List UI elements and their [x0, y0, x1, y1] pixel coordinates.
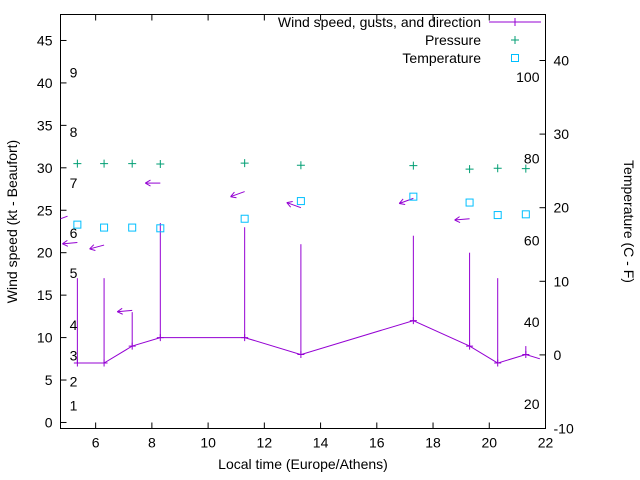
x-tick-label: 10 — [200, 435, 216, 451]
y-axis-title: Wind speed (kt - Beaufort) — [4, 140, 20, 303]
y-tick-label: 10 — [37, 330, 53, 346]
beaufort-label: 2 — [70, 374, 78, 390]
beaufort-label: 3 — [70, 347, 78, 363]
y2-tick-label: 0 — [554, 347, 562, 363]
y-tick-label: 45 — [37, 32, 53, 48]
x-tick-label: 18 — [425, 435, 441, 451]
x-axis-title: Local time (Europe/Athens) — [218, 456, 388, 472]
fahrenheit-label: 100 — [516, 69, 540, 85]
y2-tick-label: 30 — [554, 126, 570, 142]
y2-tick-label: 40 — [554, 53, 570, 69]
x-tick-label: 6 — [92, 435, 100, 451]
wind-speed-line — [73, 317, 541, 367]
x-tick-label: 20 — [481, 435, 497, 451]
series — [60, 159, 541, 367]
beaufort-label: 7 — [70, 175, 78, 191]
y-tick-label: 20 — [37, 245, 53, 261]
x-tick-label: 14 — [313, 435, 329, 451]
y-tick-label: 5 — [45, 372, 53, 388]
beaufort-label: 9 — [70, 65, 78, 81]
legend: Wind speed, gusts, and direction Pressure… — [278, 14, 541, 66]
y-tick-label: 40 — [37, 75, 53, 91]
y-tick-label: 35 — [37, 117, 53, 133]
beaufort-label: 1 — [70, 397, 78, 413]
y2-tick-label: -10 — [554, 421, 574, 437]
beaufort-label: 8 — [70, 124, 78, 140]
y2-tick-label: 10 — [554, 273, 570, 289]
gust-bars — [76, 222, 527, 364]
y-tick-label: 0 — [45, 414, 53, 430]
y-axis: 0 5 10 15 20 25 30 35 40 45 — [37, 32, 67, 430]
x-tick-label: 8 — [148, 435, 156, 451]
y2-axis-title: Temperature (C - F) — [621, 160, 637, 283]
y2-tick-label: 20 — [554, 200, 570, 216]
temperature-points — [73, 192, 530, 233]
x-axis: 6 8 10 12 14 16 18 20 22 — [92, 14, 554, 451]
legend-label: Pressure — [425, 32, 481, 48]
y-tick-label: 15 — [37, 287, 53, 303]
wind-direction-arrows — [60, 179, 470, 315]
beaufort-label: 5 — [70, 265, 78, 281]
x-tick-label: 22 — [538, 435, 554, 451]
legend-label: Temperature — [402, 50, 481, 66]
beaufort-label: 6 — [70, 225, 78, 241]
fahrenheit-label: 80 — [524, 151, 540, 167]
fahrenheit-scale-labels: 20 40 60 80 100 — [516, 69, 540, 412]
beaufort-scale-labels: 1 2 3 4 5 6 7 8 9 — [70, 65, 78, 414]
y-tick-label: 30 — [37, 160, 53, 176]
y-tick-label: 25 — [37, 202, 53, 218]
beaufort-label: 4 — [70, 317, 78, 333]
plot-border — [60, 14, 546, 429]
pressure-points — [73, 159, 530, 174]
x-tick-label: 12 — [257, 435, 273, 451]
fahrenheit-label: 40 — [524, 314, 540, 330]
legend-label: Wind speed, gusts, and direction — [278, 14, 481, 30]
y2-axis: -10 0 10 20 30 40 — [539, 53, 574, 437]
fahrenheit-label: 60 — [524, 232, 540, 248]
fahrenheit-label: 20 — [524, 396, 540, 412]
x-tick-label: 16 — [369, 435, 385, 451]
